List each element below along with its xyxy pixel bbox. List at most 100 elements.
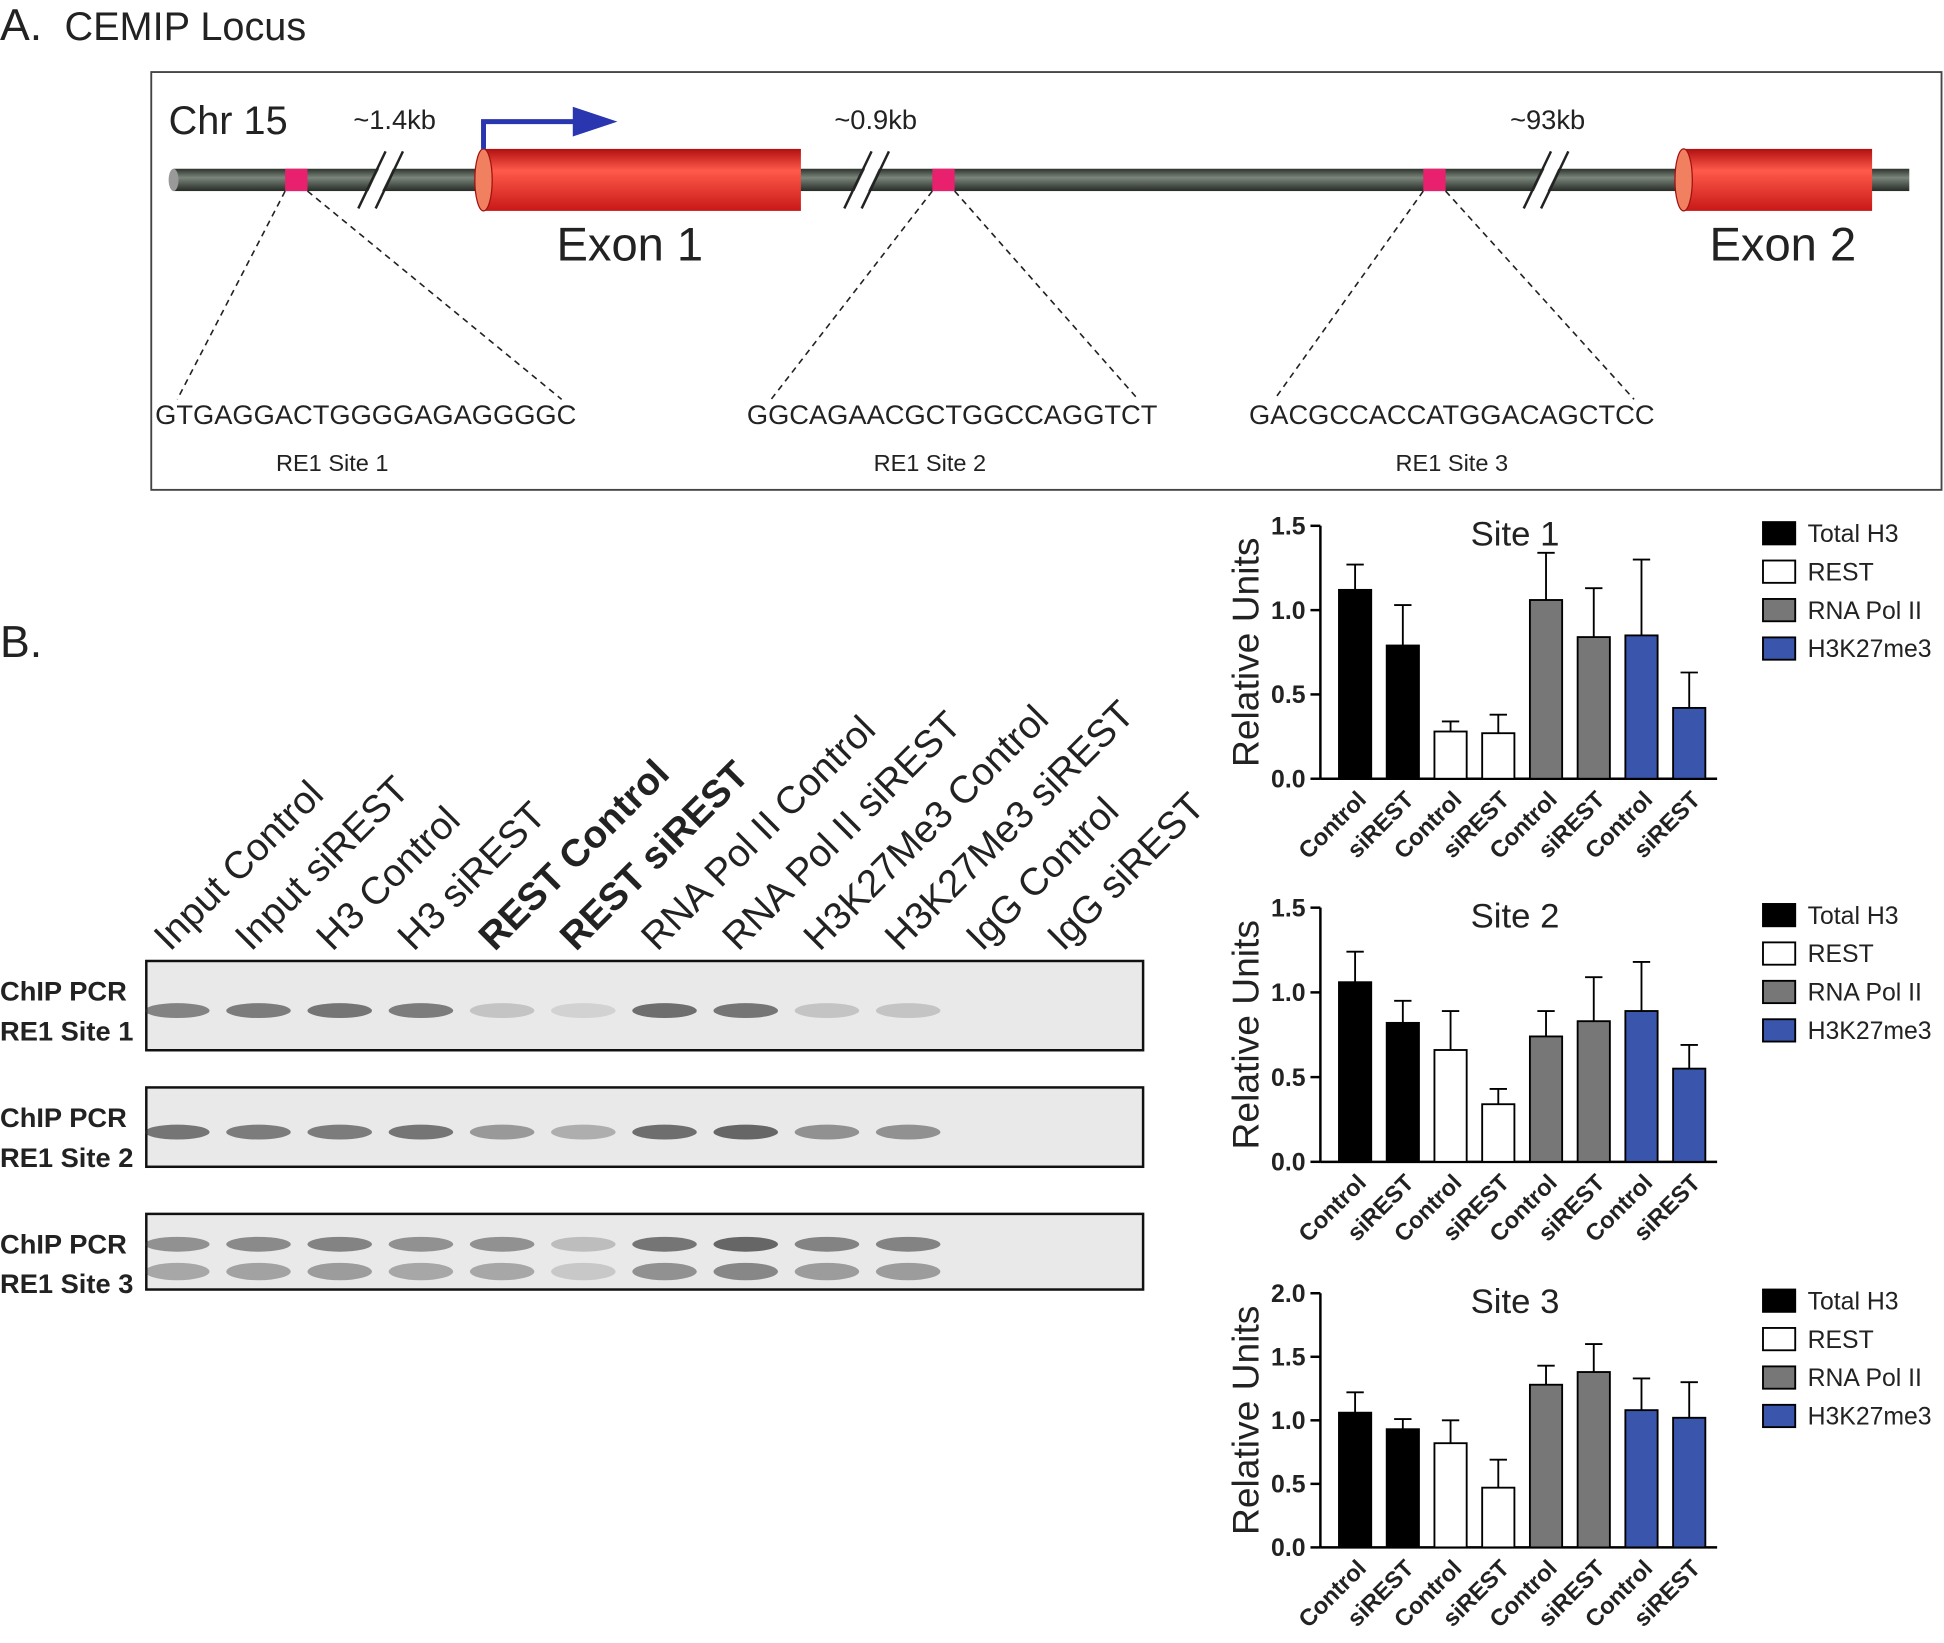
gel-band [875,1262,941,1281]
exon [1683,148,1873,211]
bar [1576,636,1611,780]
bar [1338,588,1373,780]
y-tick-label: 1.0 [1271,980,1305,1007]
gel-band [469,1236,535,1252]
legend-label: H3K27me3 [1808,1404,1932,1431]
gel-band [551,1124,616,1140]
bar [1576,1020,1611,1163]
error-bar [1394,604,1412,646]
y-tick-label: 1.5 [1271,513,1306,540]
site-marker [932,168,955,192]
sequence: GTGAGGACTGGGGAGAGGGGC [155,399,576,430]
bar [1624,1409,1659,1549]
legend-swatch [1762,598,1797,623]
chart-title: Site 1 [1471,516,1560,554]
legend-swatch [1762,1288,1797,1313]
error-bar [1346,950,1364,983]
gel-band [388,1124,454,1140]
gel-band [307,1236,372,1252]
y-tick-label: 0.0 [1271,1150,1305,1177]
distance-label: ~93kb [1510,104,1585,135]
gel-band [226,1003,291,1019]
y-tick-label: 0.5 [1271,682,1306,709]
break-mark [357,150,1570,209]
legend-label: H3K27me3 [1808,636,1932,663]
error-bar [1680,1043,1698,1069]
error-bar [1394,1418,1412,1430]
legend-swatch [1762,521,1797,546]
error-bar [1346,563,1364,590]
bar [1338,1411,1373,1549]
site-label: RE1 Site 1 [276,450,389,476]
bar [1576,1371,1611,1549]
error-bar [1489,1458,1507,1488]
gel-band [551,1236,616,1252]
exon-end [474,148,493,212]
y-tick-label: 1.0 [1271,1408,1305,1435]
distance-label: ~1.4kb [353,104,436,135]
gel-band [388,1003,454,1019]
bar [1433,1442,1468,1549]
legend-label: REST [1808,1327,1874,1354]
bar [1624,634,1659,780]
legend-swatch [1762,1403,1797,1429]
chromosome-label: Chr 15 [169,99,288,143]
gel-band [307,1262,372,1281]
gel-band [632,1003,697,1019]
error-bar [1441,1010,1460,1050]
tss-arrowhead [572,106,618,137]
bar [1433,730,1468,780]
gel-band [469,1262,535,1281]
error-bar [1680,671,1698,708]
legend-swatch [1762,979,1797,1005]
sequence: GACGCCACCATGGACAGCTCC [1249,399,1654,430]
row-label: ChIP PCR [0,976,127,1007]
legend-label: Total H3 [1808,1288,1899,1315]
error-bar [1489,713,1507,734]
bar [1385,644,1420,780]
gel-band [551,1003,616,1019]
error-bar [1585,1343,1603,1373]
legend-swatch [1762,941,1797,966]
bar [1481,1486,1516,1549]
gel-band [551,1262,616,1281]
bar [1672,706,1707,780]
legend-swatch [1762,559,1797,584]
exon-label: Exon 1 [556,217,703,270]
gel-band [145,1003,210,1019]
error-bar [1537,1364,1555,1385]
site-marker [1423,168,1446,192]
y-tick-label: 0.5 [1271,1472,1306,1499]
legend-swatch [1762,636,1797,661]
error-bar [1632,960,1651,1012]
gel-band [145,1124,210,1140]
legend-label: H3K27me3 [1808,1018,1932,1045]
error-bar [1441,720,1460,732]
legend-swatch [1762,903,1797,928]
gel-band [794,1262,860,1281]
row-label: RE1 Site 1 [0,1015,133,1046]
legend-label: Total H3 [1808,903,1899,930]
bar [1528,1383,1564,1549]
exon-label: Exon 2 [1709,217,1856,270]
error-bar [1489,1088,1507,1105]
error-bar [1537,1010,1555,1037]
sequence: GGCAGAACGCTGGCCAGGTCT [747,399,1158,430]
bar [1528,599,1564,780]
legend-swatch [1762,1018,1797,1043]
gel-band [632,1236,697,1252]
bar [1672,1067,1707,1163]
panel-label: A. [0,1,42,50]
diagram-frame [150,71,1943,491]
error-bar [1537,551,1555,600]
y-axis-label: Relative Units [1224,1306,1266,1535]
y-tick-label: 1.5 [1271,1344,1306,1371]
bar [1338,981,1373,1163]
error-bar [1394,999,1412,1023]
chart-title: Site 3 [1471,1283,1560,1321]
y-tick-label: 2.0 [1271,1281,1305,1308]
row-label: ChIP PCR [0,1229,127,1260]
panel-title: CEMIP Locus [64,5,306,49]
